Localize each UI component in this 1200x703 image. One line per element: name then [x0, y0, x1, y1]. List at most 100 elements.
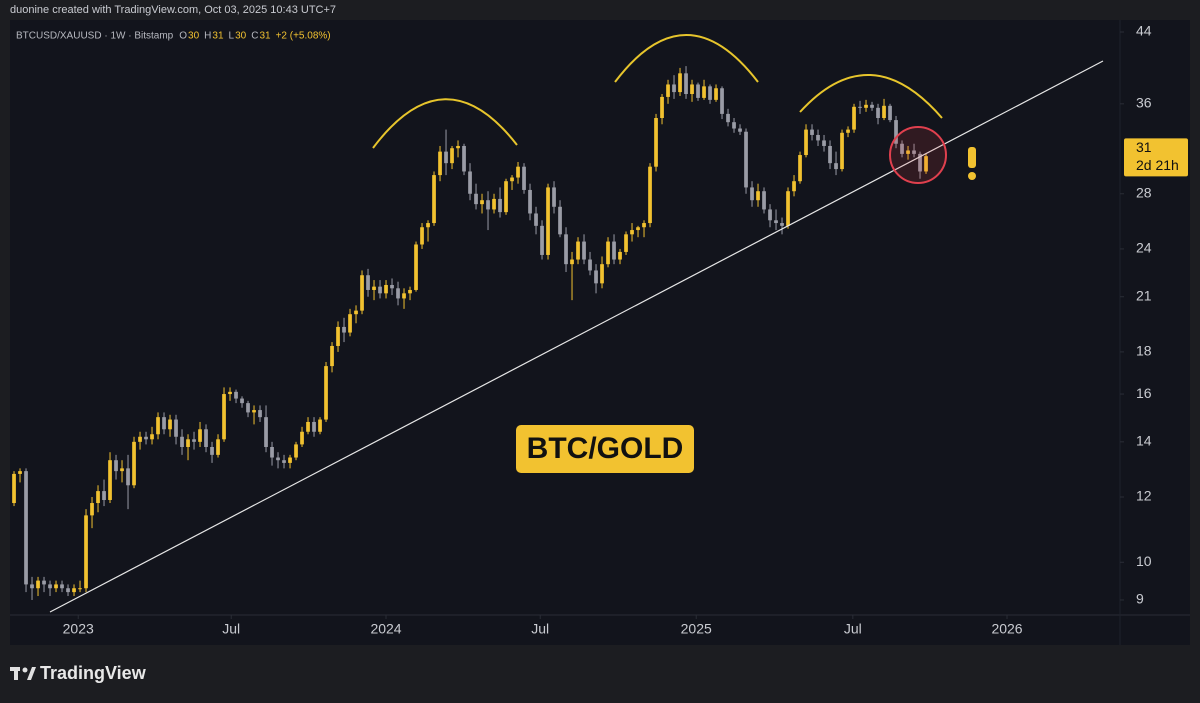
- legend-key: O: [179, 31, 187, 42]
- candle-body: [786, 191, 790, 226]
- candle-body: [378, 286, 382, 294]
- candle-body: [534, 213, 538, 226]
- arc: [372, 98, 518, 149]
- y-tick-label: 28: [1136, 184, 1152, 200]
- candle-body: [480, 200, 484, 205]
- candle-body: [336, 326, 340, 346]
- candle-body: [258, 410, 262, 418]
- candle-body: [168, 419, 172, 430]
- candle-body: [798, 155, 802, 182]
- candle-body: [726, 113, 730, 123]
- candle-body: [816, 134, 820, 141]
- candle-body: [498, 198, 502, 213]
- candle-body: [342, 326, 346, 333]
- candle-body: [558, 206, 562, 235]
- candle-body: [150, 434, 154, 440]
- candle-body: [234, 391, 238, 399]
- arc: [799, 74, 943, 119]
- legend-value: 31: [259, 31, 271, 42]
- candle-body: [114, 460, 118, 472]
- trend-line: [49, 60, 1104, 613]
- price-label-box: [1124, 138, 1188, 177]
- legend-value: 31: [212, 31, 224, 42]
- candle-body: [360, 275, 364, 311]
- candle-body: [240, 398, 244, 404]
- annotation-box: [516, 425, 694, 473]
- logo-shape: [27, 667, 36, 680]
- candle-body: [660, 96, 664, 119]
- logo-shape: [14, 667, 18, 680]
- candle-body: [384, 284, 388, 294]
- candle-body: [744, 131, 748, 188]
- candle-body: [492, 198, 496, 210]
- candle-body: [312, 421, 316, 432]
- candle-body: [924, 156, 928, 172]
- candle-body: [852, 106, 856, 130]
- candle-body: [468, 171, 472, 194]
- candle-body: [738, 128, 742, 132]
- candle-body: [858, 106, 862, 108]
- candle-body: [552, 187, 556, 207]
- candle-body: [774, 220, 778, 224]
- x-tick-label: 2024: [370, 621, 401, 637]
- candle-body: [156, 417, 160, 435]
- candle-body: [210, 446, 214, 455]
- candle-body: [222, 394, 226, 440]
- candle-body: [516, 166, 520, 178]
- candle-body: [678, 73, 682, 93]
- candle-body: [612, 241, 616, 260]
- annotation: BTC/GOLD: [527, 432, 684, 465]
- candle-body: [576, 241, 580, 260]
- candle-body: [732, 122, 736, 129]
- candle-body: [84, 515, 88, 589]
- candle-body: [66, 588, 70, 593]
- candle-body: [606, 241, 610, 265]
- candle-body: [246, 403, 250, 413]
- y-tick-label: 16: [1136, 385, 1152, 401]
- candle-body: [708, 86, 712, 100]
- legend-change: +2 (+5.08%): [276, 31, 331, 42]
- candle-body: [828, 145, 832, 164]
- legend-value: 30: [188, 31, 200, 42]
- candle-body: [444, 151, 448, 164]
- candle-body: [762, 191, 766, 210]
- candle-body: [486, 200, 490, 210]
- highlight-circle: [889, 126, 947, 184]
- candle-body: [882, 105, 886, 119]
- candle-body: [402, 293, 406, 299]
- legend: BTCUSD/XAUUSD · 1W · Bitstamp O 30 H 31 L 30 C…: [16, 31, 331, 42]
- chart-panel: [10, 20, 1190, 645]
- candle-body: [294, 444, 298, 458]
- candle-body: [174, 419, 178, 437]
- warning-bar: [968, 147, 976, 168]
- tv-logo: TradingView: [10, 663, 147, 683]
- candle-body: [192, 439, 196, 442]
- candle-body: [450, 148, 454, 164]
- candle-body: [462, 145, 466, 172]
- candle-body: [570, 259, 574, 265]
- legend-key: L: [229, 31, 235, 42]
- y-tick-label: 24: [1136, 240, 1152, 256]
- candle-body: [102, 491, 106, 501]
- candle-body: [330, 345, 334, 367]
- candle-body: [540, 225, 544, 255]
- candle-body: [522, 166, 526, 190]
- candle-body: [906, 150, 910, 154]
- candle-body: [12, 473, 16, 504]
- candle-body: [804, 129, 808, 156]
- candle-body: [564, 234, 568, 265]
- candle-body: [666, 84, 670, 97]
- candle-body: [420, 227, 424, 245]
- logo-shape: [22, 667, 28, 673]
- candle-body: [186, 439, 190, 447]
- candle-body: [588, 259, 592, 271]
- candle-body: [918, 153, 922, 172]
- candle-body: [618, 251, 622, 260]
- candle-body: [846, 129, 850, 133]
- candle-body: [18, 471, 22, 474]
- candle-body: [594, 270, 598, 284]
- candle-body: [30, 584, 34, 589]
- candle-body: [756, 191, 760, 201]
- legend-key: H: [204, 31, 211, 42]
